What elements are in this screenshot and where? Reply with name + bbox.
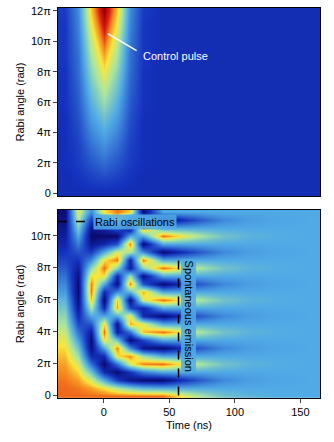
svg-text:2π: 2π <box>37 157 51 169</box>
svg-text:Spontaneous emission: Spontaneous emission <box>183 261 195 372</box>
svg-text:2π: 2π <box>37 357 51 369</box>
svg-text:0: 0 <box>45 389 51 401</box>
svg-text:Rabi oscillations: Rabi oscillations <box>95 216 175 228</box>
svg-text:0: 0 <box>101 406 107 418</box>
svg-text:4π: 4π <box>37 126 51 138</box>
svg-text:Control pulse: Control pulse <box>143 50 208 62</box>
svg-text:100: 100 <box>226 406 244 418</box>
svg-text:Time (ns): Time (ns) <box>166 419 212 431</box>
svg-text:10π: 10π <box>31 230 51 242</box>
svg-text:150: 150 <box>291 406 309 418</box>
svg-text:Rabi angle (rad): Rabi angle (rad) <box>14 264 26 343</box>
svg-text:6π: 6π <box>37 96 51 108</box>
svg-text:6π: 6π <box>37 293 51 305</box>
svg-text:12π: 12π <box>31 5 51 17</box>
svg-text:8π: 8π <box>37 66 51 78</box>
svg-text:10π: 10π <box>31 35 51 47</box>
svg-text:8π: 8π <box>37 261 51 273</box>
svg-text:Rabi angle (rad): Rabi angle (rad) <box>14 63 26 142</box>
svg-text:50: 50 <box>163 406 175 418</box>
svg-text:0: 0 <box>45 187 51 199</box>
svg-text:4π: 4π <box>37 325 51 337</box>
